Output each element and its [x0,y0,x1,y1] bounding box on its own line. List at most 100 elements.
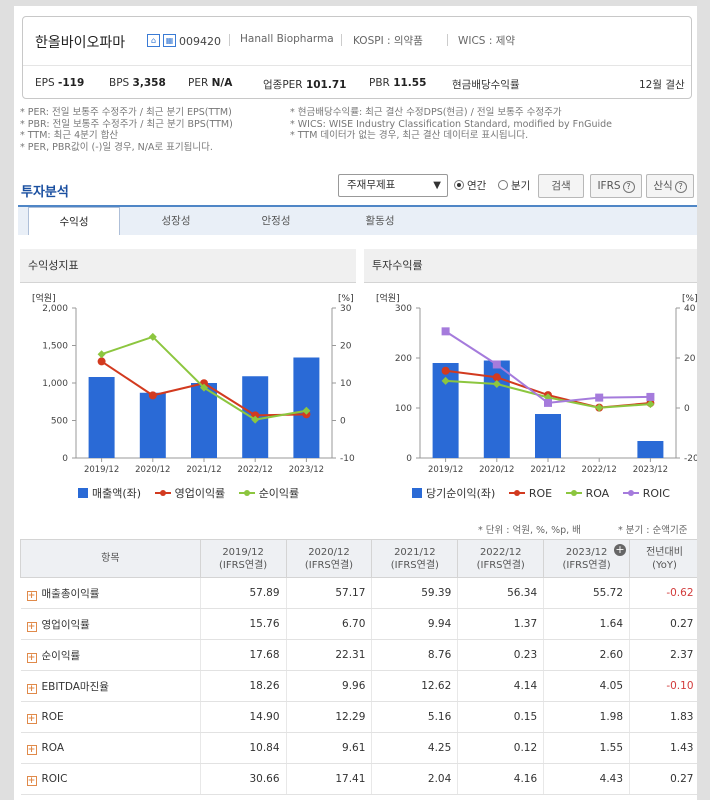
expand-plus-icon[interactable]: + [26,713,37,724]
search-button[interactable]: 검색 [538,174,584,198]
x-tick-label: 2022/12 [238,465,273,475]
row-label[interactable]: + ROIC [20,763,201,795]
legend-item-revenue: 매출액(좌) [78,487,141,500]
divider [23,65,691,66]
data-point [251,415,260,424]
y-tick-label: 300 [395,304,412,314]
legend-item-roic: ROIC [622,487,670,500]
question-icon: ? [622,181,635,193]
axis-unit-left: [억원] [376,292,400,304]
company-report-page: 한올바이오파마 ⌂ ▦ 009420 Hanall Biopharma KOSP… [14,6,699,800]
row-label[interactable]: + 순이익률 [20,639,201,671]
table-cell: 4.16 [457,763,544,795]
table-cell: 57.89 [199,577,287,609]
table-cell: 0.12 [457,732,544,764]
data-point [97,350,106,359]
x-tick-label: 2020/12 [479,465,514,475]
table-cell: 0.15 [457,701,544,733]
tab-profitability[interactable]: 수익성 [28,207,120,235]
expand-plus-icon[interactable]: + [26,652,37,663]
data-point [441,327,450,336]
row-label[interactable]: + 영업이익률 [20,608,201,640]
tab-stability[interactable]: 안정성 [261,215,291,227]
table-cell: 4.05 [543,670,630,702]
column-header: 전년대비 (YoY) [629,539,699,578]
table-cell: 1.43 [629,732,699,764]
data-point [595,393,604,402]
table-cell: 1.37 [457,608,544,640]
divider [447,34,448,46]
ifrs-help-button[interactable]: IFRS? [590,174,642,198]
sector-per-stat: 업종PER 101.71 [263,79,347,91]
x-tick-label: 2021/12 [186,465,221,475]
data-point [441,366,450,375]
statement-select[interactable]: 주재무제표 ▼ [338,174,448,197]
row-label[interactable]: + 매출총이익률 [20,577,201,609]
column-header: 2020/12 (IFRS연결) [285,539,373,578]
y-tick-label: 10 [340,379,352,389]
y-tick-label: 0 [406,454,412,464]
table-cell: 10.84 [199,732,287,764]
table-cell: -0.62 [629,577,699,609]
returns-chart: [억원] [%] 300 200 100 0 40 20 0 -20 2019/12 2020/12 2… [358,286,699,476]
expand-plus-icon[interactable]: + [26,590,37,601]
table-cell: 4.14 [457,670,544,702]
y-tick-label: 0 [684,404,690,414]
row-label[interactable]: + ROA [20,732,201,764]
expand-plus-icon[interactable]: + [26,621,37,632]
divider [229,34,230,46]
y-tick-label: 0 [340,417,346,427]
data-point [544,398,552,407]
expand-plus-icon[interactable]: + [26,775,37,786]
y-tick-label: 20 [340,342,352,352]
table-cell: 17.68 [199,639,287,671]
table-cell: 15.76 [199,608,287,640]
market-info: KOSPI : 의약품 [353,35,423,47]
y-tick-label: 20 [684,354,696,364]
table-cell: 14.90 [199,701,287,733]
tab-growth[interactable]: 성장성 [161,215,191,227]
building-icon[interactable]: ▦ [163,34,176,47]
table-cell: 2.60 [543,639,630,671]
data-point [492,379,501,388]
expand-plus-icon[interactable]: + [26,683,37,694]
scrollbar[interactable] [697,0,710,800]
expand-plus-icon[interactable]: + [614,543,627,556]
formula-help-button[interactable]: 산식? [646,174,694,198]
row-label[interactable]: + ROE [20,701,201,733]
x-tick-label: 2022/12 [582,465,617,475]
row-label[interactable]: + EBITDA마진율 [20,670,201,702]
table-cell: -0.10 [629,670,699,702]
table-row: + 영업이익률 15.76 6.70 9.94 1.37 1.64 0.27 [20,608,699,640]
axis-unit-right: [%] [338,294,354,304]
profitability-table: 항목 2019/12 (IFRS연결) 2020/12 (IFRS연결) 2021/… [20,539,699,795]
data-point [200,383,208,392]
table-cell: 1.83 [629,701,699,733]
table-cell: 22.31 [285,639,372,671]
data-point [441,376,450,385]
table-cell: 4.25 [371,732,458,764]
home-icon[interactable]: ⌂ [147,34,160,47]
axis-unit-right: [%] [682,294,698,304]
table-row: + EBITDA마진율 18.26 9.96 12.62 4.14 4.05 -0.10 [20,670,699,702]
legend-item-roa: ROA [565,487,609,500]
profitability-legend: 매출액(좌) 영업이익률 순이익률 [78,485,309,501]
profitability-chart-svg: [억원] [%] 2,000 1,500 1,000 500 0 30 20 10 0 -10 2019… [32,292,355,475]
table-cell: 18.26 [199,670,287,702]
radio-annual[interactable]: 연간 [454,178,486,193]
y-tick-label: 100 [395,404,412,414]
table-cell: 6.70 [285,608,372,640]
per-stat: PER N/A [188,77,233,89]
radio-unchecked-icon [498,180,508,190]
expand-plus-icon[interactable]: + [26,744,37,755]
data-point [148,332,157,341]
column-header: 2022/12 (IFRS연결) [457,539,545,578]
radio-quarter[interactable]: 분기 [498,178,530,193]
table-cell: 17.41 [285,763,372,795]
table-cell: 56.34 [457,577,544,609]
profitability-chart: [억원] [%] 2,000 1,500 1,000 500 0 30 20 10 0 -10 2019… [14,286,355,476]
company-header: 한올바이오파마 ⌂ ▦ 009420 Hanall Biopharma KOSP… [22,16,692,99]
tab-activity[interactable]: 활동성 [365,215,395,227]
table-cell: 0.27 [629,763,699,795]
